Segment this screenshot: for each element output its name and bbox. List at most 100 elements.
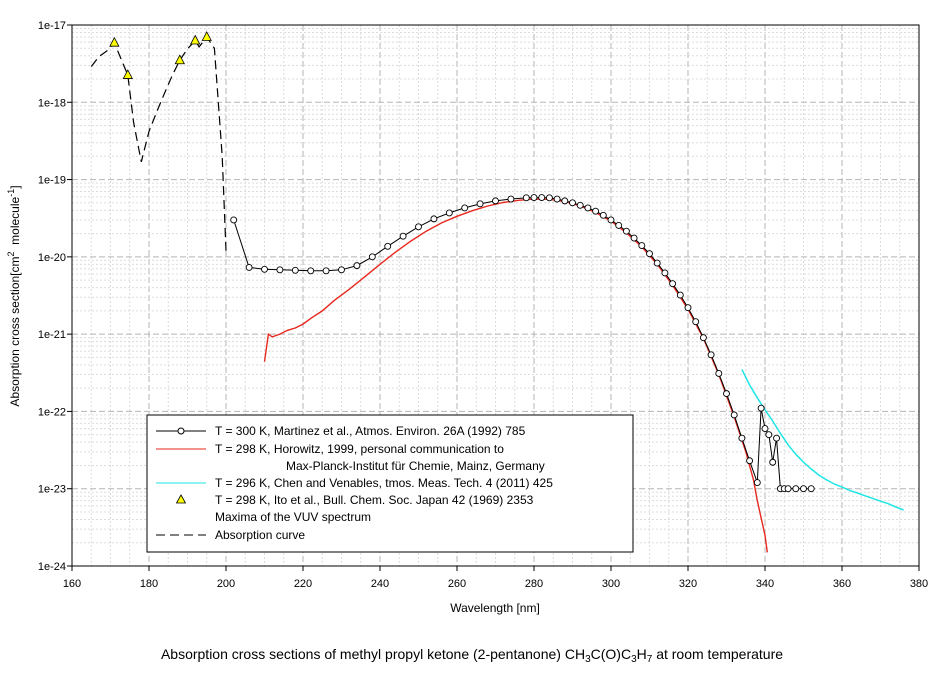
legend-label-ito-line2: Maxima of the VUV spectrum <box>215 510 371 524</box>
x-tick-label: 360 <box>833 578 851 590</box>
y-tick-label: 1e-24 <box>38 561 66 573</box>
x-tick-label: 380 <box>910 578 928 590</box>
series-chen-venables <box>741 369 904 511</box>
martinez-point <box>561 197 569 205</box>
martinez-point <box>399 232 407 240</box>
martinez-point <box>415 223 422 231</box>
martinez-point <box>792 485 800 493</box>
y-tick-label: 1e-18 <box>38 97 66 109</box>
legend-marker-triangle <box>175 494 187 504</box>
martinez-point <box>553 195 561 203</box>
martinez-point <box>576 201 584 209</box>
martinez-point <box>538 194 546 202</box>
martinez-point <box>530 194 538 202</box>
martinez-point <box>746 457 754 465</box>
martinez-point <box>757 404 765 412</box>
axis-ticks: 160 180 200 220 240 260 280 300 320 340 360 380 1e-1… <box>38 20 928 590</box>
legend-label-horowitz: T = 298 K, Horowitz, 1999, personal comm… <box>215 442 504 456</box>
martinez-point <box>384 242 392 250</box>
martinez-point <box>715 370 723 377</box>
legend-label-chen: T = 296 K, Chen and Venables, tmos. Meas… <box>215 476 553 490</box>
martinez-point <box>445 209 453 217</box>
martinez-point <box>276 266 284 274</box>
martinez-point <box>646 250 653 258</box>
y-tick-label: 1e-19 <box>38 175 66 187</box>
y-tick-label: 1e-22 <box>38 406 66 418</box>
martinez-point <box>353 262 361 270</box>
martinez-point <box>368 253 376 261</box>
x-tick-label: 280 <box>525 578 543 590</box>
martinez-point <box>291 266 299 274</box>
series-layer <box>90 31 904 553</box>
martinez-point <box>676 291 684 299</box>
martinez-point <box>338 266 345 274</box>
martinez-point <box>569 199 576 207</box>
martinez-point <box>230 216 238 224</box>
series-absorption-curve <box>90 35 227 251</box>
martinez-point <box>692 318 700 326</box>
ito-point <box>174 54 185 65</box>
martinez-point <box>669 280 677 288</box>
x-tick-label: 180 <box>140 578 158 590</box>
figure-caption: Absorption cross sections of methyl prop… <box>160 646 784 665</box>
martinez-point <box>584 204 592 212</box>
legend-box <box>146 414 634 553</box>
ito-point <box>122 69 133 79</box>
y-tick-label: 1e-23 <box>38 484 66 496</box>
martinez-point <box>761 425 769 433</box>
ito-point <box>109 36 120 47</box>
martinez-point <box>753 479 761 487</box>
x-tick-label: 220 <box>294 578 312 590</box>
martinez-point <box>707 351 715 359</box>
x-tick-label: 160 <box>63 578 81 590</box>
martinez-point <box>245 263 253 271</box>
martinez-point <box>607 216 615 224</box>
legend-label-ito: T = 298 K, Ito et al., Bull. Chem. Soc. … <box>215 493 534 507</box>
martinez-point <box>615 221 623 229</box>
grid-lines <box>72 25 919 566</box>
y-tick-label: 1e-21 <box>38 329 66 341</box>
martinez-point <box>522 194 530 202</box>
martinez-point <box>545 194 553 202</box>
martinez-point <box>807 485 815 493</box>
x-tick-label: 200 <box>217 578 235 590</box>
martinez-point <box>723 390 730 398</box>
martinez-point <box>769 458 777 466</box>
martinez-point <box>661 269 669 277</box>
martinez-point <box>476 200 484 208</box>
martinez-point <box>622 227 630 235</box>
martinez-point <box>461 204 469 212</box>
martinez-point <box>730 411 738 419</box>
x-tick-label: 300 <box>602 578 620 590</box>
legend-label-martinez: T = 300 K, Martinez et al., Atmos. Envir… <box>215 424 526 438</box>
martinez-point <box>773 434 780 442</box>
x-tick-label: 240 <box>371 578 389 590</box>
x-tick-label: 260 <box>448 578 466 590</box>
martinez-point <box>765 431 773 439</box>
martinez-point <box>322 267 330 275</box>
y-axis-title: Absorption cross section[cm2 molecule-1] <box>6 185 22 406</box>
martinez-point <box>653 259 661 267</box>
y-tick-label: 1e-20 <box>38 252 66 264</box>
ito-point <box>201 31 212 41</box>
plot-frame <box>71 24 920 567</box>
martinez-point <box>492 197 499 205</box>
legend: T = 300 K, Martinez et al., Atmos. Envir… <box>146 414 634 553</box>
martinez-point <box>599 211 607 219</box>
martinez-point <box>630 234 638 242</box>
martinez-point <box>261 265 268 273</box>
martinez-point <box>638 242 646 250</box>
legend-marker-circle <box>177 427 185 435</box>
martinez-point <box>800 485 807 493</box>
legend-label-absorption-curve: Absorption curve <box>215 528 305 542</box>
martinez-point <box>592 207 600 215</box>
ito-point <box>190 34 201 45</box>
martinez-point <box>738 434 746 442</box>
y-tick-label: 1e-17 <box>38 20 66 32</box>
martinez-point <box>784 485 792 493</box>
x-tick-label: 340 <box>756 578 774 590</box>
martinez-point <box>699 334 707 342</box>
martinez-point <box>684 304 692 312</box>
martinez-point <box>507 195 515 203</box>
